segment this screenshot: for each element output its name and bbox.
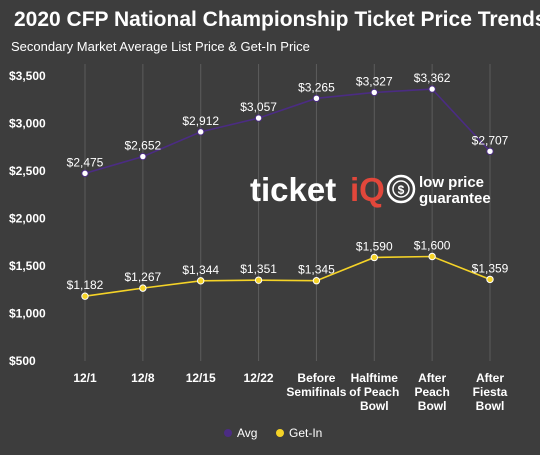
x-tick-label-line: Fiesta xyxy=(473,385,508,399)
data-point-get-in xyxy=(486,275,494,284)
x-tick-label-line: of Peach xyxy=(349,385,399,399)
legend: Avg Get-In xyxy=(224,426,322,440)
data-point-get-in xyxy=(254,276,263,284)
logo-tagline-line2: guarantee xyxy=(419,190,491,207)
data-label-avg: $3,265 xyxy=(298,80,335,94)
y-tick-label: $500 xyxy=(9,354,36,368)
legend-label-get-in: Get-In xyxy=(289,426,322,440)
gridlines xyxy=(84,64,491,361)
data-point-avg xyxy=(254,114,263,122)
x-tick-label: 12/22 xyxy=(244,371,274,385)
legend-label-avg: Avg xyxy=(237,426,257,440)
data-labels: $2,475 $2,652 $2,912 $3,057 $3,265 $3,327 $3,3… xyxy=(67,71,509,292)
data-label-get-in: $1,267 xyxy=(125,270,162,284)
x-tick-label-line: After xyxy=(476,371,504,385)
ticketiq-logo: ticket iQ $ low price guarantee xyxy=(250,171,491,208)
series-line-avg xyxy=(84,88,491,175)
chart-subtitle: Secondary Market Average List Price & Ge… xyxy=(11,39,310,54)
x-tick-label: 12/15 xyxy=(186,371,216,385)
x-tick-label-line: Semifinals xyxy=(286,385,346,399)
data-label-get-in: $1,351 xyxy=(240,262,277,276)
x-tick-label: Before Semifinals xyxy=(286,371,346,399)
data-label-get-in: $1,344 xyxy=(182,263,219,277)
data-point-avg xyxy=(197,128,205,136)
data-label-get-in: $1,345 xyxy=(298,263,335,277)
data-point-avg xyxy=(486,147,494,156)
data-label-avg: $2,707 xyxy=(472,133,509,147)
data-label-get-in: $1,182 xyxy=(67,278,104,292)
x-axis: 12/1 12/8 12/15 12/22 Before SemifinalsHalfti… xyxy=(73,371,507,413)
data-point-avg xyxy=(81,169,89,178)
logo-tagline-line1: low price xyxy=(419,174,484,191)
data-point-avg xyxy=(139,152,147,161)
x-tick-label: After Fiesta Bowl xyxy=(473,371,508,413)
x-tick-label-line: 12/1 xyxy=(73,371,97,385)
x-tick-label: Halftime of Peach Bowl xyxy=(349,371,399,413)
chart-title: 2020 CFP National Championship Ticket Pr… xyxy=(14,8,540,31)
x-tick-label-line: Peach xyxy=(414,385,449,399)
data-label-get-in: $1,359 xyxy=(472,261,509,275)
x-tick-label-line: 12/22 xyxy=(244,371,274,385)
logo-wordmark: ticket xyxy=(250,171,336,208)
x-tick-label-line: After xyxy=(418,371,446,385)
series-line-get-in xyxy=(84,255,491,298)
logo-wordmark-accent: iQ xyxy=(350,171,385,208)
x-tick-label-line: Bowl xyxy=(418,399,447,413)
y-tick-label: $3,000 xyxy=(9,117,46,131)
x-tick-label-line: 12/15 xyxy=(186,371,216,385)
y-axis: $500 $1,000 $1,500 $2,000 $2,500 $3,000 $3,500 xyxy=(9,69,46,368)
data-point-get-in xyxy=(139,284,147,292)
legend-marker-avg xyxy=(224,429,232,437)
y-tick-label: $3,500 xyxy=(9,69,46,83)
data-label-avg: $2,475 xyxy=(67,155,104,169)
data-point-avg xyxy=(312,94,321,103)
data-point-avg xyxy=(428,85,436,93)
y-tick-label: $2,000 xyxy=(9,212,46,226)
x-tick-label-line: Bowl xyxy=(360,399,389,413)
x-tick-label: After Peach Bowl xyxy=(414,371,449,413)
x-tick-label-line: Bowl xyxy=(476,399,505,413)
data-point-get-in xyxy=(428,252,436,261)
y-tick-label: $1,000 xyxy=(9,307,46,321)
data-point-get-in xyxy=(370,253,378,262)
data-label-avg: $3,362 xyxy=(414,71,451,85)
y-tick-label: $1,500 xyxy=(9,259,46,273)
data-label-avg: $2,652 xyxy=(125,139,162,153)
legend-marker-get-in xyxy=(276,429,284,437)
data-label-avg: $3,327 xyxy=(356,74,393,88)
dollar-badge-icon: $ xyxy=(386,174,416,204)
data-point-avg xyxy=(370,88,378,97)
data-point-get-in xyxy=(197,277,205,285)
series-layer xyxy=(81,85,494,300)
y-tick-label: $2,500 xyxy=(9,164,46,178)
x-tick-label: 12/8 xyxy=(131,371,155,385)
x-tick-label-line: 12/8 xyxy=(131,371,155,385)
svg-text:$: $ xyxy=(398,183,405,197)
data-label-avg: $3,057 xyxy=(240,100,277,114)
x-tick-label-line: Before xyxy=(297,371,335,385)
data-label-get-in: $1,600 xyxy=(414,239,451,253)
x-tick-label-line: Halftime xyxy=(351,371,399,385)
data-point-get-in xyxy=(312,277,321,285)
data-point-get-in xyxy=(81,292,89,300)
data-label-get-in: $1,590 xyxy=(356,239,393,253)
data-label-avg: $2,912 xyxy=(182,114,219,128)
x-tick-label: 12/1 xyxy=(73,371,97,385)
